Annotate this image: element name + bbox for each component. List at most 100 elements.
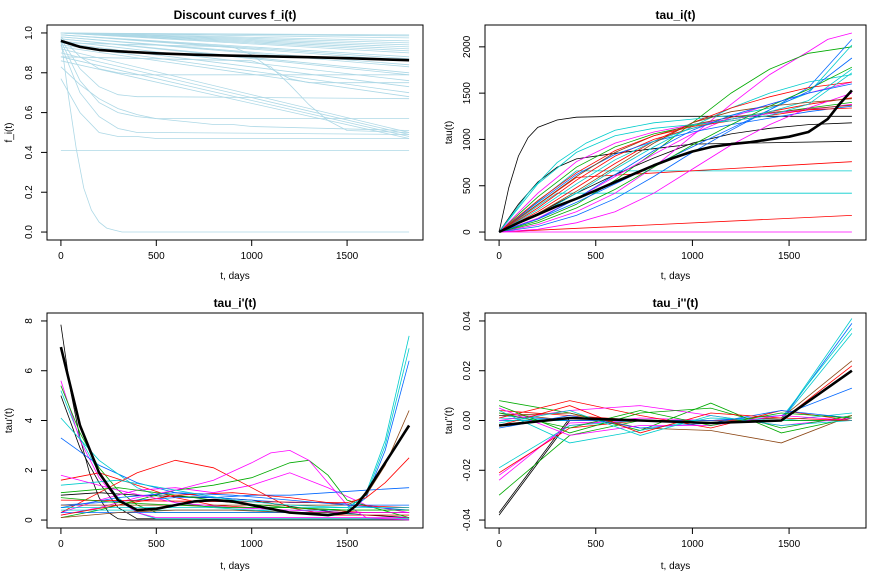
series-line-6	[498, 192, 852, 233]
series-line-12	[498, 44, 853, 233]
y-tick-label: 500	[462, 177, 473, 194]
series-line-10	[60, 32, 410, 54]
series-line-7	[498, 170, 852, 233]
x-axis-label: t, days	[220, 271, 249, 282]
series-group	[498, 318, 853, 516]
x-tick-label: 500	[148, 539, 165, 550]
series-line-24	[499, 92, 853, 233]
x-tick-label: 1000	[241, 539, 264, 550]
series-line-24	[60, 56, 410, 137]
y-tick-label: -0.02	[462, 458, 473, 481]
panel-4: tau_i''(t) t, days tau''(t) 0 500 1000 1500 -0.…	[444, 296, 867, 572]
series-line-35	[60, 38, 410, 233]
series-line-1	[60, 324, 410, 521]
series-line-3	[498, 122, 852, 233]
series-line-26	[499, 410, 852, 436]
chart-title: tau_i(t)	[656, 8, 696, 22]
chart-title: Discount curves f_i(t)	[174, 8, 297, 22]
panel-1: Discount curves f_i(t) t, days f_i(t) 0 500 1…	[4, 8, 424, 282]
series-group	[59, 324, 411, 521]
x-tick-label: 1500	[336, 251, 359, 262]
series-line-25	[499, 410, 852, 429]
chart-title: tau_i''(t)	[653, 296, 699, 310]
x-tick-label: 500	[587, 251, 604, 262]
series-line-16	[60, 348, 410, 509]
series-line-30	[60, 38, 410, 100]
y-tick-label: 0.6	[24, 105, 35, 119]
plot-frame	[484, 24, 867, 241]
x-tick-label: 1500	[778, 539, 801, 550]
y-axis-label: f_i(t)	[4, 123, 15, 143]
series-line-23	[60, 52, 410, 135]
series-line-22	[499, 57, 853, 233]
y-tick-label: 2000	[462, 35, 473, 58]
series-line-27	[498, 72, 853, 233]
series-line-8	[498, 420, 852, 496]
x-tick-label: 1000	[681, 539, 704, 550]
x-tick-label: 1000	[241, 251, 264, 262]
chart-title: tau_i'(t)	[214, 296, 257, 310]
series-line-26	[60, 497, 410, 511]
series-line-33	[60, 56, 410, 133]
series-line-17	[498, 74, 852, 233]
x-axis-label: t, days	[220, 561, 249, 572]
series-line-34	[60, 42, 410, 84]
x-tick-label: 500	[587, 539, 604, 550]
series-line-20	[498, 81, 852, 233]
series-line-14	[498, 97, 852, 233]
series-line-23	[498, 68, 853, 233]
panel-3: tau_i'(t) t, days tau'(t) 0 500 1000 1500 0 2 4 6 8	[4, 296, 424, 572]
y-tick-label: -0.04	[462, 508, 473, 531]
series-line-19	[498, 104, 852, 233]
series-line-10	[60, 472, 410, 513]
x-tick-label: 1500	[336, 539, 359, 550]
series-line-28	[498, 83, 852, 233]
series-line-16	[499, 400, 852, 434]
series-line-5	[60, 380, 410, 518]
series-line-32	[60, 44, 410, 135]
series-line-17	[60, 360, 410, 513]
y-tick-label: 0.8	[24, 65, 35, 79]
x-axis-label: t, days	[661, 561, 690, 572]
series-line-20	[499, 412, 853, 444]
series-line-26	[60, 66, 410, 131]
series-line-15	[60, 36, 410, 68]
series-line-22	[60, 48, 410, 133]
x-tick-label: 500	[148, 251, 165, 262]
y-tick-label: 6	[24, 368, 35, 374]
y-tick-label: 0.4	[24, 145, 35, 159]
y-tick-label: 1.0	[24, 26, 35, 40]
x-tick-label: 0	[496, 539, 502, 550]
plot-frame	[46, 24, 424, 241]
series-line-21	[60, 46, 410, 98]
series-line-4	[60, 390, 410, 520]
y-tick-label: 8	[24, 318, 35, 324]
mean-line	[59, 346, 411, 517]
series-line-9	[499, 32, 853, 233]
series-line-25	[498, 107, 852, 233]
series-line-31	[60, 40, 410, 119]
y-tick-label: 0.00	[462, 410, 473, 430]
x-axis-label: t, days	[661, 271, 690, 282]
y-axis-label: tau(t)	[444, 121, 455, 144]
series-line-10	[498, 46, 852, 233]
series-group	[60, 32, 410, 233]
series-line-21	[498, 410, 852, 444]
y-axis-label: tau''(t)	[444, 407, 455, 434]
series-line-10	[499, 323, 853, 421]
series-line-4	[499, 215, 852, 233]
y-axis-label: tau'(t)	[4, 408, 15, 433]
y-tick-label: 0.2	[24, 185, 35, 199]
y-tick-label: 0.0	[24, 225, 35, 239]
x-tick-label: 0	[58, 539, 64, 550]
y-tick-label: 0	[24, 517, 35, 523]
series-line-2	[498, 417, 852, 513]
series-line-15	[499, 387, 853, 421]
panel-2: tau_i(t) t, days tau(t) 0 500 1000 1500 0 500 100…	[444, 8, 867, 282]
series-line-25	[60, 60, 410, 139]
y-tick-label: 2	[24, 467, 35, 473]
series-line-29	[60, 36, 410, 76]
x-tick-label: 0	[496, 251, 502, 262]
mean-line	[498, 89, 853, 234]
